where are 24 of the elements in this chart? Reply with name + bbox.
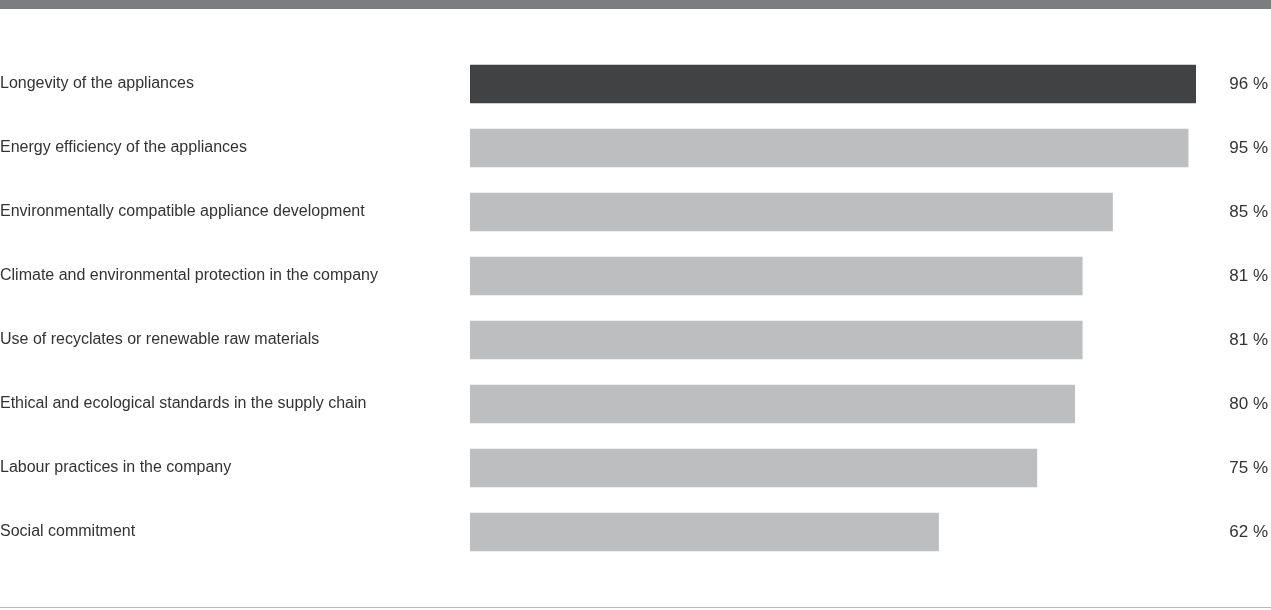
data-label: 85 % — [1229, 201, 1268, 221]
y-tick-label: Energy efficiency of the appliances — [0, 138, 247, 156]
bar — [470, 128, 1189, 168]
y-tick-label: Climate and environmental protection in the company — [0, 266, 378, 284]
bar — [470, 448, 1038, 488]
y-tick-label: Longevity of the appliances — [0, 74, 194, 92]
bar — [470, 320, 1083, 360]
data-label: 81 % — [1229, 265, 1268, 285]
data-label: 95 % — [1229, 137, 1268, 157]
bar — [470, 192, 1113, 232]
data-label: 96 % — [1229, 73, 1268, 93]
bar — [470, 512, 939, 552]
data-label: 75 % — [1229, 457, 1268, 477]
data-label: 81 % — [1229, 329, 1268, 349]
y-tick-label: Labour practices in the company — [0, 458, 232, 476]
bar — [470, 384, 1075, 424]
y-tick-label: Use of recyclates or renewable raw materials — [0, 330, 320, 348]
y-tick-label: Social commitment — [0, 522, 136, 540]
bar — [470, 256, 1083, 296]
y-tick-label: Environmentally compatible appliance development — [0, 202, 366, 220]
data-label: 80 % — [1229, 393, 1268, 413]
bar — [470, 64, 1196, 104]
y-tick-label: Ethical and ecological standards in the supply chain — [0, 394, 367, 412]
data-label: 62 % — [1229, 521, 1268, 541]
